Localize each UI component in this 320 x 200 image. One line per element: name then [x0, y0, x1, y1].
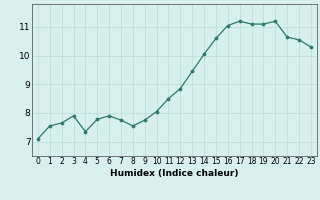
X-axis label: Humidex (Indice chaleur): Humidex (Indice chaleur) [110, 169, 239, 178]
